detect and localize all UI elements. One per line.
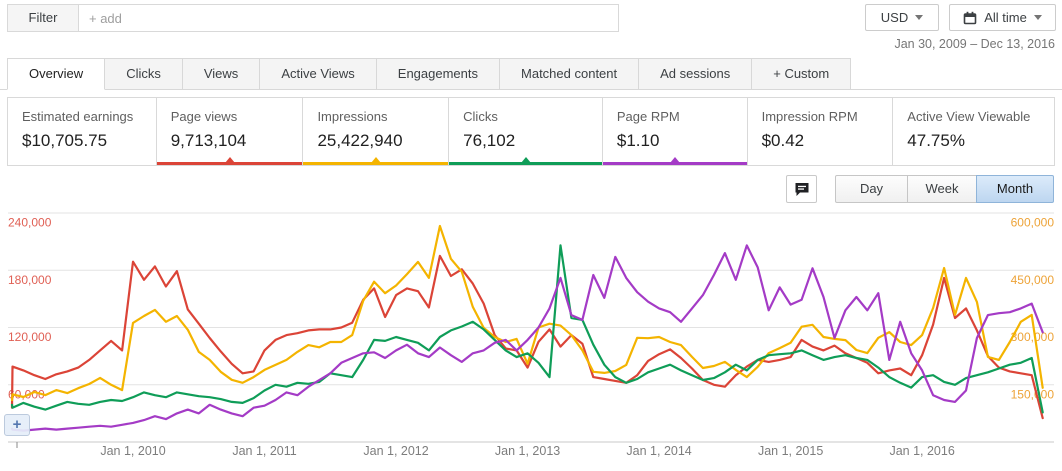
metric-value: $1.10 bbox=[616, 131, 660, 150]
caret-down-icon bbox=[915, 15, 924, 20]
tab-clicks[interactable]: Clicks bbox=[104, 58, 183, 90]
right-axis-tick-label: 450,000 bbox=[1011, 273, 1055, 287]
report-tabs: Overview Clicks Views Active Views Engagemen… bbox=[7, 58, 852, 90]
metric-label: Page views bbox=[170, 109, 238, 124]
metric-value: 25,422,940 bbox=[317, 131, 403, 150]
metric-label: Estimated earnings bbox=[22, 109, 134, 124]
x-axis-tick-label: Jan 1, 2013 bbox=[495, 444, 560, 458]
x-axis-tick-label: Jan 1, 2012 bbox=[363, 444, 428, 458]
currency-label: USD bbox=[880, 10, 909, 25]
metric-label: Active View Viewable bbox=[907, 109, 1031, 124]
tab-engagements[interactable]: Engagements bbox=[375, 58, 501, 90]
metric-value: 47.75% bbox=[907, 131, 965, 150]
metric-value: 9,713,104 bbox=[170, 131, 247, 150]
date-range-dropdown[interactable]: All time bbox=[949, 4, 1056, 31]
granularity-month-button[interactable]: Month bbox=[976, 175, 1054, 203]
tab-ad-sessions[interactable]: Ad sessions bbox=[638, 58, 753, 90]
metric-card-estimated-earnings[interactable]: Estimated earnings $10,705.75 bbox=[8, 98, 156, 165]
left-axis-tick-label: 120,000 bbox=[8, 330, 52, 344]
tab-matched-content[interactable]: Matched content bbox=[499, 58, 640, 90]
tab-views[interactable]: Views bbox=[181, 58, 261, 90]
metric-label: Impressions bbox=[317, 109, 388, 124]
metric-value: $10,705.75 bbox=[22, 131, 108, 150]
granularity-week-button[interactable]: Week bbox=[907, 175, 977, 203]
x-axis-tick-label: Jan 1, 2014 bbox=[626, 444, 691, 458]
metric-label: Clicks bbox=[463, 109, 498, 124]
annotations-button[interactable] bbox=[786, 175, 817, 203]
metric-label: Page RPM bbox=[616, 109, 680, 124]
x-axis-tick-label: Jan 1, 2015 bbox=[758, 444, 823, 458]
metric-selected-notch-icon bbox=[224, 157, 235, 163]
x-axis-tick-label: Jan 1, 2011 bbox=[232, 444, 296, 458]
caret-down-icon bbox=[1033, 15, 1042, 20]
tab-overview[interactable]: Overview bbox=[7, 58, 106, 90]
left-axis-tick-label: 240,000 bbox=[8, 216, 52, 230]
right-axis-tick-label: 300,000 bbox=[1011, 330, 1055, 344]
metric-selected-underline bbox=[602, 162, 747, 165]
series-line-impressions bbox=[10, 224, 1044, 402]
left-axis-tick-label: 60,000 bbox=[8, 387, 45, 401]
overview-line-chart: 240,000 600,000 180,000 450,000 120,000 300,0… bbox=[8, 212, 1055, 458]
comment-icon bbox=[794, 182, 810, 197]
metric-card-clicks[interactable]: Clicks 76,102 bbox=[448, 98, 602, 165]
left-axis-tick-label: 180,000 bbox=[8, 273, 52, 287]
filter-add-input[interactable] bbox=[78, 4, 619, 32]
currency-dropdown[interactable]: USD bbox=[865, 4, 939, 31]
series-line-clicks bbox=[10, 244, 1044, 414]
metric-selected-notch-icon bbox=[370, 157, 381, 163]
chart-granularity-toggle: Day Week Month bbox=[835, 175, 1054, 203]
series-line-page-rpm bbox=[10, 244, 1044, 432]
metric-selected-notch-icon bbox=[669, 157, 680, 163]
date-range-text: Jan 30, 2009 – Dec 13, 2016 bbox=[894, 37, 1055, 51]
calendar-icon bbox=[963, 11, 977, 25]
tab-active-views[interactable]: Active Views bbox=[259, 58, 377, 90]
chart-zoom-in-button[interactable]: + bbox=[4, 414, 30, 436]
metric-card-page-views[interactable]: Page views 9,713,104 bbox=[155, 98, 303, 165]
metric-label: Impression RPM bbox=[761, 109, 858, 124]
metric-summary-panel: Estimated earnings $10,705.75 Page views 9,… bbox=[7, 97, 1055, 166]
metric-card-impressions[interactable]: Impressions 25,422,940 bbox=[302, 98, 449, 165]
date-range-label: All time bbox=[984, 10, 1027, 25]
metric-value: 76,102 bbox=[463, 131, 516, 150]
metric-card-page-rpm[interactable]: Page RPM $1.10 bbox=[601, 98, 747, 165]
metric-selected-notch-icon bbox=[520, 157, 531, 163]
metric-selected-underline bbox=[449, 162, 602, 165]
series-line-page-views bbox=[10, 254, 1044, 420]
metric-card-impression-rpm[interactable]: Impression RPM $0.42 bbox=[746, 98, 893, 165]
x-axis-tick-label: Jan 1, 2016 bbox=[889, 444, 954, 458]
right-axis-tick-label: 600,000 bbox=[1011, 216, 1055, 230]
right-axis-tick-label: 150,000 bbox=[1011, 387, 1055, 401]
metric-selected-underline bbox=[303, 162, 449, 165]
metric-card-active-view-viewable[interactable]: Active View Viewable 47.75% bbox=[892, 98, 1054, 165]
x-axis-tick-label: Jan 1, 2010 bbox=[100, 444, 165, 458]
filter-button[interactable]: Filter bbox=[7, 4, 79, 32]
tab-custom[interactable]: + Custom bbox=[751, 58, 852, 90]
granularity-day-button[interactable]: Day bbox=[835, 175, 908, 203]
metric-selected-underline bbox=[156, 162, 303, 165]
metric-value: $0.42 bbox=[761, 131, 805, 150]
